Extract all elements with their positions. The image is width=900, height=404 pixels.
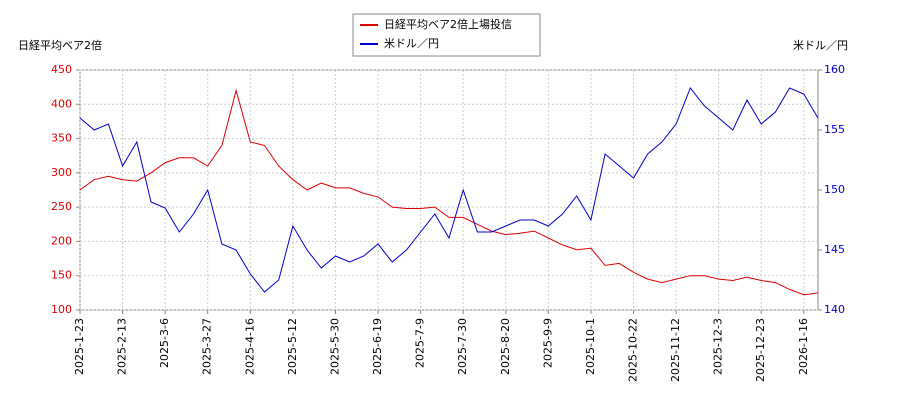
x-tick-label: 2025-6-19 — [371, 318, 384, 375]
x-tick-label: 2025-2-13 — [116, 318, 129, 375]
y-tick-label: 100 — [51, 303, 72, 316]
y-tick-label: 400 — [51, 97, 72, 110]
y2-tick-label: 140 — [824, 303, 845, 316]
x-tick-label: 2025-8-20 — [499, 318, 512, 375]
x-tick-label: 2025-9-9 — [541, 318, 554, 368]
y-tick-label: 300 — [51, 166, 72, 179]
x-tick-label: 2025-10-22 — [627, 318, 640, 382]
x-tick-label: 2025-7-9 — [414, 318, 427, 368]
x-tick-label: 2025-4-16 — [243, 318, 256, 375]
x-tick-label: 2025-12-23 — [754, 318, 767, 382]
y-tick-label: 450 — [51, 63, 72, 76]
x-tick-label: 2025-11-12 — [669, 318, 682, 382]
x-tick-label: 2026-1-16 — [797, 318, 810, 375]
y-tick-label: 250 — [51, 200, 72, 213]
series-line — [79, 87, 819, 293]
x-tick-label: 2025-3-6 — [158, 318, 171, 368]
legend — [352, 13, 541, 57]
y-axis-label: 日経平均ベア2倍 — [18, 38, 102, 52]
y2-tick-label: 155 — [824, 123, 845, 136]
x-tick-label: 2025-7-30 — [456, 318, 469, 375]
plot-frame — [79, 69, 819, 311]
y2-axis-label: 米ドル／円 — [793, 39, 848, 52]
x-tick-label: 2025-5-12 — [286, 318, 299, 375]
y2-tick-label: 150 — [824, 183, 845, 196]
y2-tick-label: 160 — [824, 63, 845, 76]
x-tick-label: 2025-5-30 — [328, 318, 341, 375]
legend-label: 米ドル／円 — [384, 37, 439, 50]
x-tick-label: 2025-10-1 — [584, 318, 597, 375]
x-tick-label: 2025-1-23 — [73, 318, 86, 375]
legend-label: 日経平均ベア2倍上場投信 — [384, 17, 512, 31]
series-line — [79, 88, 819, 296]
y-tick-label: 150 — [51, 269, 72, 282]
x-tick-label: 2025-12-3 — [712, 318, 725, 375]
x-tick-label: 2025-3-27 — [201, 318, 214, 375]
y2-tick-label: 145 — [824, 243, 845, 256]
y-tick-label: 200 — [51, 234, 72, 247]
y-tick-label: 350 — [51, 132, 72, 145]
